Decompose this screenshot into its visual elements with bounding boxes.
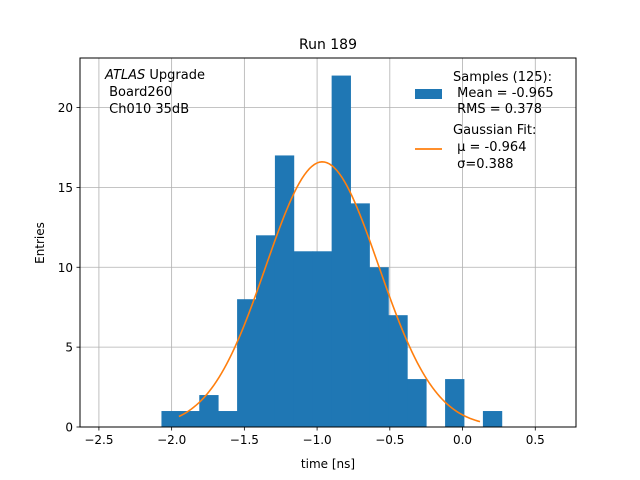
histogram-bar <box>407 379 427 427</box>
legend-samples-line2: Mean = -0.965 <box>453 86 554 101</box>
plot-frame <box>79 57 577 428</box>
legend: Samples (125): Mean = -0.965 RMS = 0.378… <box>415 70 554 172</box>
legend-samples-swatch <box>415 89 442 99</box>
x-tick-label: −1.0 <box>303 433 332 447</box>
annotation: ATLAS Upgrade Board260 Ch010 35dB <box>104 68 205 117</box>
x-axis-label: time [ns] <box>301 457 355 471</box>
legend-samples-line1: Samples (125): <box>453 70 552 85</box>
annotation-atlas: ATLAS <box>104 68 145 83</box>
histogram-bar <box>256 235 276 427</box>
y-axis-ticks: 0 5 10 15 20 <box>58 101 80 435</box>
histogram-bar <box>161 411 181 427</box>
histogram-bar <box>445 379 465 427</box>
histogram-bar <box>331 75 351 428</box>
histogram-bar <box>369 267 389 427</box>
x-tick-label: 0.0 <box>453 433 472 447</box>
histogram-bar <box>350 203 370 427</box>
x-tick-label: −2.0 <box>157 433 186 447</box>
legend-samples-line3: RMS = 0.378 <box>453 102 542 117</box>
y-tick-label: 20 <box>58 101 73 115</box>
y-tick-label: 0 <box>65 421 73 435</box>
annotation-channel: Ch010 35dB <box>105 102 189 117</box>
histogram-bar <box>312 251 333 427</box>
histogram-bar <box>388 315 408 427</box>
legend-fit-line2: μ = -0.964 <box>453 140 526 155</box>
histogram-bar <box>218 411 238 427</box>
annotation-upgrade: Upgrade <box>145 68 205 83</box>
x-tick-label: −2.5 <box>84 433 113 447</box>
y-tick-label: 15 <box>58 181 73 195</box>
histogram-bars <box>161 75 503 428</box>
histogram-bar <box>274 155 295 427</box>
legend-fit-line3: σ=0.388 <box>453 157 513 172</box>
x-axis-ticks: −2.5 −2.0 −1.5 −1.0 −0.5 0.0 0.5 <box>84 427 545 447</box>
x-tick-label: −0.5 <box>375 433 404 447</box>
y-tick-label: 10 <box>58 261 73 275</box>
histogram-bar <box>199 395 219 427</box>
y-tick-label: 5 <box>65 341 73 355</box>
x-tick-label: −1.5 <box>230 433 259 447</box>
annotation-board: Board260 <box>105 85 172 100</box>
y-axis-label: Entries <box>33 222 47 264</box>
x-tick-label: 0.5 <box>526 433 545 447</box>
chart-title: Run 189 <box>299 37 357 53</box>
svg-text:ATLAS Upgrade: ATLAS Upgrade <box>104 68 205 83</box>
legend-fit-line1: Gaussian Fit: <box>453 123 536 138</box>
histogram-bar <box>482 411 503 427</box>
histogram-bar <box>293 251 314 427</box>
gaussian-fit-curve <box>178 161 481 423</box>
gaussian-fit <box>178 161 481 423</box>
histogram-bar <box>180 411 200 427</box>
